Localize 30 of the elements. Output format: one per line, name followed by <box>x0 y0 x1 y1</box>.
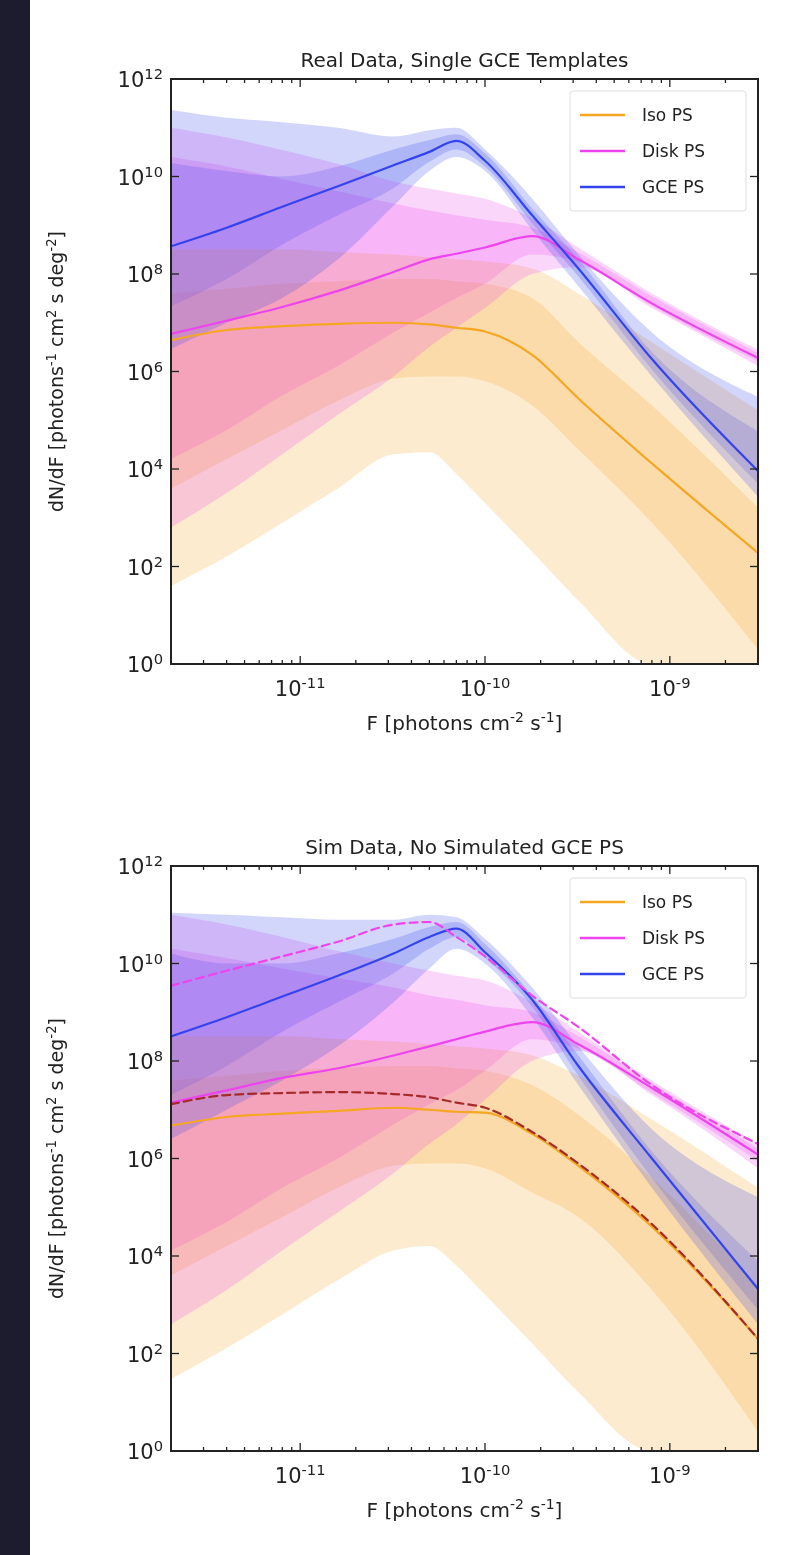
y-tick-label: 10$^{8}$ <box>126 1046 163 1074</box>
x-tick-label: 10$^{-11}$ <box>274 1460 326 1488</box>
x-tick-label: 10$^{-11}$ <box>274 673 326 701</box>
legend-label: Iso PS <box>642 892 693 912</box>
y-tick-label: 10$^{0}$ <box>126 1436 163 1464</box>
chart-title: Sim Data, No Simulated GCE PS <box>305 835 624 859</box>
legend-label: Iso PS <box>642 105 693 125</box>
y-tick-label: 10$^{12}$ <box>117 851 163 879</box>
x-axis-title: F [photons cm$^{-2}$ s$^{-1}$] <box>366 709 563 735</box>
x-tick-label: 10$^{-10}$ <box>459 1460 511 1488</box>
y-tick-label: 10$^{2}$ <box>126 552 163 580</box>
y-tick-label: 10$^{10}$ <box>117 162 163 190</box>
legend-label: Disk PS <box>642 928 705 948</box>
y-tick-label: 10$^{4}$ <box>126 454 163 482</box>
y-tick-label: 10$^{0}$ <box>126 649 163 677</box>
y-tick-label: 10$^{6}$ <box>126 1144 163 1172</box>
legend-label: GCE PS <box>642 964 705 984</box>
y-tick-label: 10$^{12}$ <box>117 64 163 92</box>
y-tick-label: 10$^{4}$ <box>126 1241 163 1269</box>
legend-label: GCE PS <box>642 177 705 197</box>
x-axis-title: F [photons cm$^{-2}$ s$^{-1}$] <box>366 1496 563 1522</box>
chart-title: Real Data, Single GCE Templates <box>300 48 629 72</box>
y-tick-label: 10$^{2}$ <box>126 1339 163 1367</box>
y-tick-label: 10$^{6}$ <box>126 357 163 385</box>
legend-label: Disk PS <box>642 141 705 161</box>
x-tick-label: 10$^{-9}$ <box>649 673 691 701</box>
x-tick-label: 10$^{-9}$ <box>649 1460 691 1488</box>
y-tick-label: 10$^{8}$ <box>126 259 163 287</box>
x-tick-label: 10$^{-10}$ <box>459 673 511 701</box>
y-tick-label: 10$^{10}$ <box>117 949 163 977</box>
